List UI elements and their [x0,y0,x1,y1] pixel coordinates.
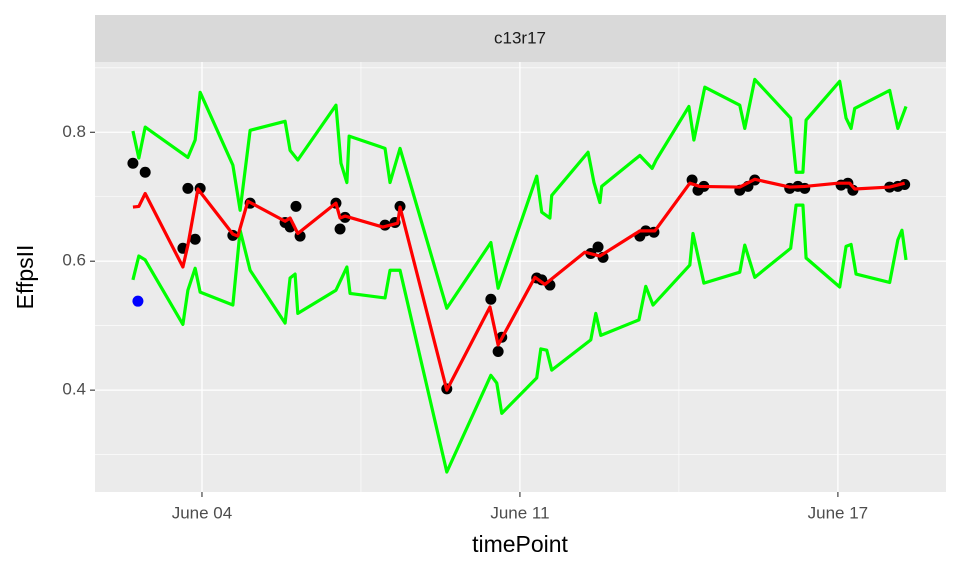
series-line [132,177,906,392]
series-line [131,77,908,310]
point [485,293,497,305]
y-axis-title: EffpsII [12,245,38,310]
point [189,233,201,245]
x-axis-title: timePoint [472,531,568,557]
point [132,295,144,307]
point [492,345,504,357]
series-line [131,203,908,474]
point [290,200,302,212]
y-tick-label: 0.6 [62,251,86,270]
x-tick-label: June 11 [490,503,549,522]
strip [95,15,946,62]
point [334,223,346,235]
x-tick-label: June 04 [172,503,233,522]
point [182,182,194,194]
strip-title: c13r17 [494,28,546,47]
y-tick-label: 0.8 [62,122,86,141]
x-tick-label: June 17 [808,503,869,522]
point [592,241,604,253]
point [127,157,139,169]
point [139,166,151,178]
y-tick-label: 0.4 [62,380,86,399]
